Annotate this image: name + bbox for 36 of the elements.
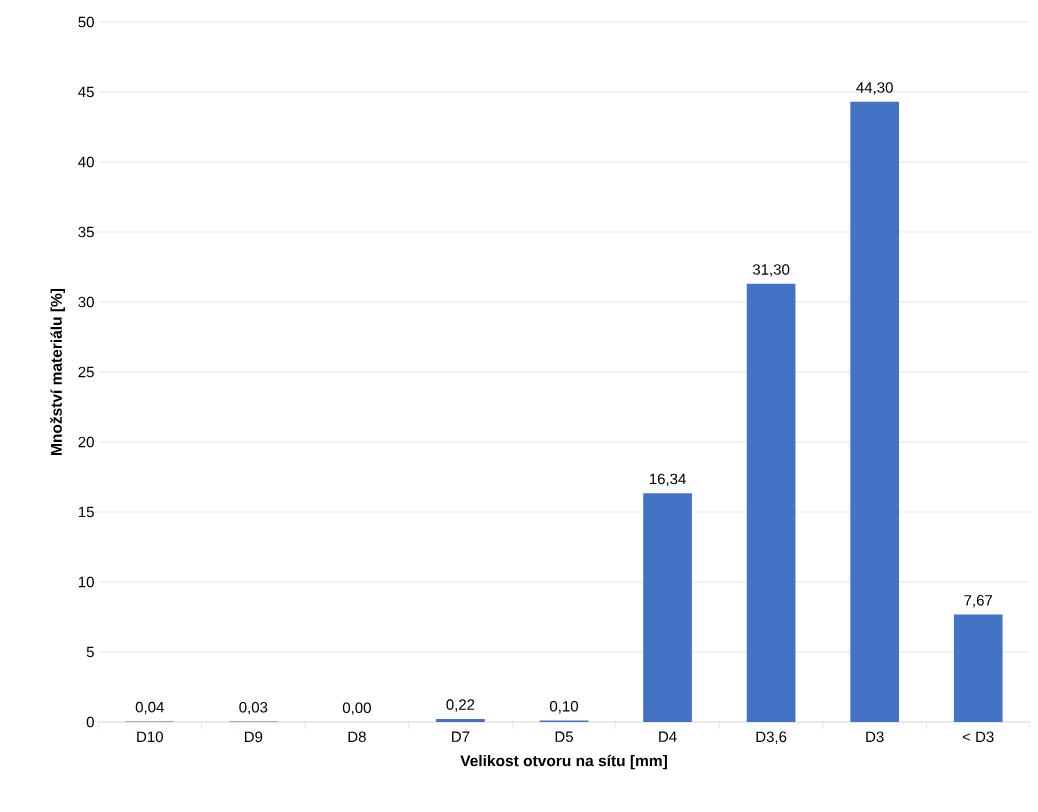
y-tick-label: 5	[86, 646, 94, 658]
bar	[436, 718, 485, 722]
y-tick-label: 20	[78, 436, 94, 448]
x-tick-label: D10	[137, 731, 163, 743]
bar	[953, 614, 1003, 722]
data-label: 0,10	[550, 701, 579, 714]
y-tick-label: 45	[78, 86, 94, 98]
bar	[746, 283, 796, 722]
bar	[850, 101, 899, 722]
data-label: 0,00	[342, 702, 371, 715]
x-tick-label: D9	[244, 731, 263, 743]
y-tick-label: 10	[78, 576, 94, 588]
x-tick-label: D3	[866, 731, 884, 743]
y-tick-label: 30	[78, 296, 94, 308]
data-label: 16,34	[649, 473, 686, 487]
x-tick-label: D8	[348, 731, 366, 743]
data-label: 44,30	[856, 82, 893, 95]
y-tick-label: 25	[78, 366, 94, 378]
x-tick-label: D3,6	[756, 731, 787, 744]
y-tick-label: 35	[78, 226, 94, 238]
y-tick-label: 50	[78, 16, 94, 28]
bar	[643, 493, 692, 722]
x-tick-label: D4	[659, 731, 677, 742]
y-tick-label: 40	[78, 156, 94, 168]
data-label: 7,67	[964, 595, 993, 608]
data-label: 0,03	[239, 701, 268, 715]
x-tick-label: D7	[452, 731, 470, 742]
y-tick-label: 0	[86, 716, 94, 728]
x-tick-label: < D3	[962, 731, 994, 743]
data-label: 31,30	[752, 264, 790, 277]
y-axis-title: Množství materiálu [%]	[50, 288, 65, 455]
x-axis-title: Velikost otvoru na sítu [mm]	[460, 754, 667, 770]
x-tick-label: D5	[555, 731, 573, 742]
data-label: 0,22	[446, 699, 475, 712]
y-tick-label: 15	[78, 506, 94, 518]
data-label: 0,04	[135, 701, 164, 715]
